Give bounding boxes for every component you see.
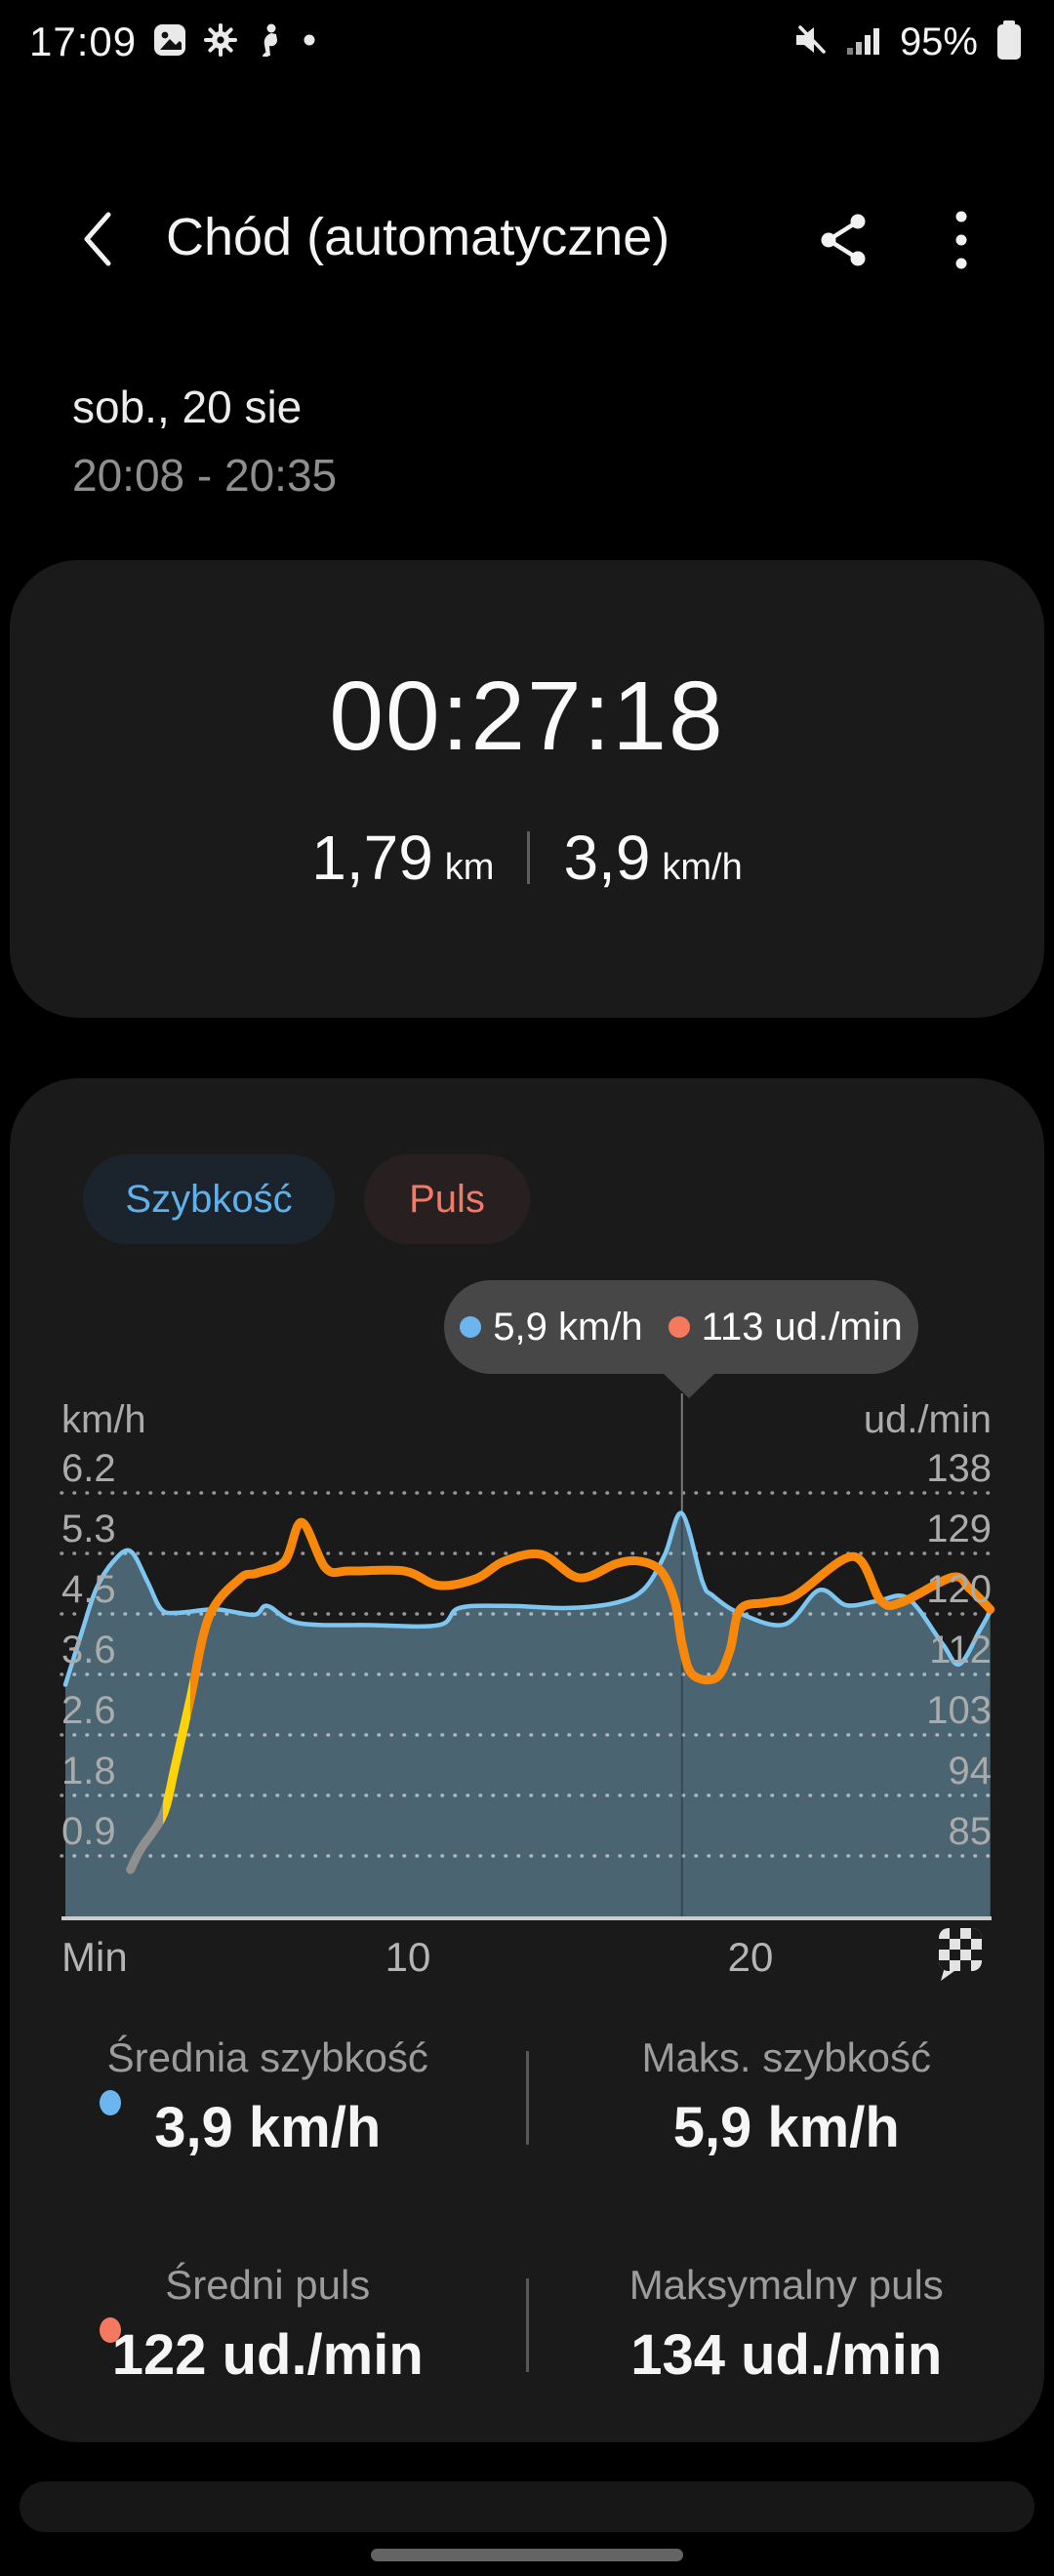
left-axis-tick: 6.2 bbox=[61, 1447, 116, 1490]
person-icon bbox=[254, 22, 287, 62]
left-axis-tick: 2.6 bbox=[61, 1689, 116, 1732]
chart-tooltip: 5,9 km/h 113 ud./min bbox=[444, 1280, 918, 1374]
tooltip-pulse-value: 113 ud./min bbox=[701, 1305, 903, 1348]
right-axis-tick: 112 bbox=[929, 1629, 992, 1671]
battery-icon bbox=[993, 19, 1025, 66]
stat-label: Średnia szybkość bbox=[106, 2034, 428, 2080]
status-bar-right: 95% bbox=[792, 19, 1025, 66]
activity-chart-svg[interactable]: km/h ud./min 6.2 138 5.3 129 4.5 120 3.6 112 2.6 10… bbox=[10, 1386, 1044, 2010]
right-axis-tick: 129 bbox=[926, 1508, 992, 1550]
speed-stats-row: Średnia szybkość 3,9 km/h Maks. szybkość… bbox=[10, 2034, 1044, 2160]
distance-unit: km bbox=[444, 847, 495, 888]
left-axis-tick: 4.5 bbox=[61, 1568, 116, 1611]
page-title: Chód (automatyczne) bbox=[166, 208, 670, 266]
clock: 17:09 bbox=[29, 19, 138, 64]
right-axis-tick: 94 bbox=[949, 1750, 993, 1792]
battery-percent: 95% bbox=[899, 20, 978, 63]
mute-icon bbox=[792, 22, 830, 62]
summary-card: 00:27:18 1,79 km 3,9 km/h bbox=[10, 560, 1044, 1018]
status-bar: 17:09 bbox=[0, 0, 1054, 84]
right-axis-tick: 138 bbox=[926, 1447, 992, 1490]
left-axis-title: km/h bbox=[61, 1398, 146, 1441]
speed-legend-dot bbox=[100, 2090, 121, 2115]
tooltip-speed-value: 5,9 km/h bbox=[493, 1305, 643, 1348]
right-axis-title: ud./min bbox=[864, 1398, 992, 1441]
avg-speed-stat: Średnia szybkość 3,9 km/h bbox=[10, 2034, 526, 2160]
session-time-range: 20:08 - 20:35 bbox=[72, 450, 338, 501]
right-axis-tick: 120 bbox=[926, 1568, 992, 1611]
left-axis-tick: 0.9 bbox=[61, 1810, 116, 1853]
summary-divider bbox=[527, 831, 531, 884]
x-axis-tick: 20 bbox=[728, 1934, 774, 1980]
status-bar-left: 17:09 bbox=[29, 19, 316, 65]
tab-speed[interactable]: Szybkość bbox=[83, 1154, 335, 1244]
stat-label: Maksymalny puls bbox=[628, 2262, 944, 2308]
stats-divider bbox=[525, 2277, 529, 2372]
x-axis-title: Min bbox=[61, 1934, 128, 1980]
pulse-stats-row: Średni puls 122 ud./min Maksymalny puls … bbox=[10, 2262, 1044, 2388]
next-card-peek bbox=[20, 2481, 1034, 2532]
stats-divider bbox=[525, 2050, 529, 2145]
x-axis-tick: 10 bbox=[385, 1934, 431, 1980]
session-date: sob., 20 sie bbox=[72, 382, 303, 432]
max-pulse-stat: Maksymalny puls 134 ud./min bbox=[529, 2262, 1045, 2388]
right-axis-tick: 103 bbox=[926, 1689, 992, 1732]
tooltip-speed-item: 5,9 km/h bbox=[460, 1305, 643, 1349]
stat-value: 122 ud./min bbox=[111, 2323, 424, 2387]
photo-icon bbox=[152, 22, 187, 62]
tab-pulse[interactable]: Puls bbox=[364, 1154, 530, 1244]
tooltip-pulse-item: 113 ud./min bbox=[668, 1305, 903, 1349]
avg-speed-unit: km/h bbox=[662, 847, 743, 888]
avg-speed-value: 3,9 bbox=[563, 823, 651, 893]
more-options-button[interactable] bbox=[925, 201, 997, 281]
stat-label: Średni puls bbox=[165, 2262, 371, 2308]
right-axis-tick: 85 bbox=[949, 1810, 993, 1853]
kebab-menu-icon bbox=[954, 210, 968, 273]
distance-value: 1,79 bbox=[311, 823, 433, 893]
back-chevron-icon bbox=[81, 211, 114, 270]
gear-icon bbox=[203, 22, 238, 62]
share-button[interactable] bbox=[798, 201, 888, 281]
avg-pulse-stat: Średni puls 122 ud./min bbox=[10, 2262, 526, 2388]
chart-card: Szybkość Puls 5,9 km/h 113 ud./min km/h u… bbox=[10, 1078, 1044, 2442]
stat-value: 3,9 km/h bbox=[154, 2096, 382, 2159]
back-button[interactable] bbox=[57, 199, 139, 281]
duration-value: 00:27:18 bbox=[329, 662, 725, 771]
share-icon bbox=[815, 211, 872, 272]
stat-value: 134 ud./min bbox=[630, 2323, 943, 2387]
tooltip-pointer bbox=[662, 1372, 716, 1398]
stat-value: 5,9 km/h bbox=[672, 2096, 900, 2159]
max-speed-stat: Maks. szybkość 5,9 km/h bbox=[529, 2034, 1045, 2160]
left-axis-tick: 1.8 bbox=[61, 1750, 116, 1792]
pulse-legend-dot bbox=[100, 2317, 121, 2343]
home-indicator[interactable] bbox=[371, 2549, 683, 2561]
left-axis-tick: 3.6 bbox=[61, 1629, 116, 1671]
notification-dot bbox=[303, 33, 316, 52]
signal-icon bbox=[845, 22, 884, 62]
stat-label: Maks. szybkość bbox=[641, 2034, 931, 2080]
pulse-dot-icon bbox=[668, 1316, 690, 1338]
left-axis-tick: 5.3 bbox=[61, 1508, 116, 1550]
finish-flag-icon bbox=[939, 1928, 982, 1981]
summary-row: 1,79 km 3,9 km/h bbox=[10, 822, 1044, 894]
speed-dot-icon bbox=[460, 1316, 482, 1338]
